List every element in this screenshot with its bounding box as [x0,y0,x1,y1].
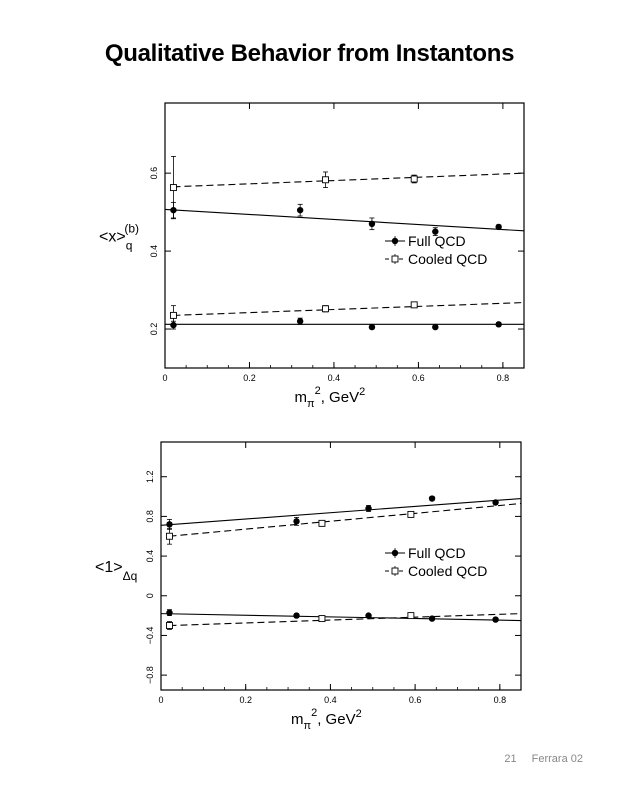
data-point [410,175,418,183]
data-point [322,176,329,184]
data-point [318,615,326,623]
data-point [492,499,499,506]
data-point [296,318,304,325]
x-axis-title: mπ2, GeV2 [291,707,362,732]
data-point [368,220,376,228]
series-1 [164,201,525,236]
slide-title: Qualitative Behavior from Instantons [104,40,515,67]
fit-line [173,301,525,316]
legend-label: Full QCD [408,233,466,249]
x-tick-label: 0.4 [324,695,337,705]
fit-line [173,172,525,188]
y-axis-title: <x>q(b) [99,222,139,253]
x-tick-label: 0.4 [328,373,341,383]
series-2 [166,502,522,545]
data-point [410,301,418,309]
y-tick-label: 0.4 [149,245,159,258]
fit-line [169,613,522,627]
data-point [166,609,173,616]
plot-frame [160,441,522,691]
y-tick-label: 0.4 [145,550,155,563]
x-tick-label: 0.8 [497,373,510,383]
data-point [169,184,177,192]
legend-label: Cooled QCD [408,563,487,579]
data-point [492,616,499,623]
legend-label: Full QCD [408,545,466,561]
x-tick-label: 0 [158,695,163,705]
data-point [428,495,436,502]
fit-line [164,208,525,232]
legend: Full QCD Cooled QCD [385,233,487,267]
x-tick-label: 0 [162,373,167,383]
fit-line [160,497,522,526]
fit-line [160,613,522,622]
legend-label: Cooled QCD [408,251,487,267]
y-tick-label: 0.2 [149,323,159,336]
data-point [365,505,372,512]
x-tick-label: 0.6 [412,373,425,383]
data-point [407,510,415,518]
data-point [495,321,502,328]
fit-line [169,502,522,537]
legend-marker [391,567,399,575]
slide-footer: 21 Ferrara 02 [504,753,583,765]
x-tick-label: 0.8 [494,695,507,705]
data-point [368,323,376,331]
chart-2: 0 0.2 0.4 0.6 0.8 −0.8 −0.4 0 0.4 0.8 1.2 Full QCD C… [95,441,522,732]
data-point [169,311,177,319]
x-axis-title: mπ2, GeV2 [295,385,366,410]
y-tick-label: 1.2 [145,470,155,483]
data-point [293,518,300,525]
data-point [166,521,173,528]
x-tick-label: 0.2 [243,373,256,383]
y-tick-label: −0.4 [145,627,155,645]
series-3 [160,609,522,623]
data-point [318,519,326,527]
series-1 [160,495,522,530]
chart-1: 0 0.2 0.4 0.6 0.8 0.2 0.4 0.6 Full QCD Cooled QCD… [99,102,525,410]
y-tick-label: 0 [145,593,155,598]
y-tick-label: 0.6 [149,167,159,180]
data-point [166,622,173,629]
series-2 [169,155,525,220]
data-point [407,612,415,620]
data-point [166,532,173,540]
x-tick-label: 0.6 [409,695,422,705]
data-point [296,206,304,214]
x-tick-label: 0.2 [239,695,252,705]
series-4 [169,301,525,326]
footer-label: Ferrara 02 [531,753,583,765]
y-tick-label: −0.8 [145,666,155,684]
data-point [293,612,300,619]
series-4 [166,612,522,630]
legend: Full QCD Cooled QCD [385,545,487,579]
legend-marker [391,237,399,245]
y-axis-title: <1>Δq [95,559,137,583]
series-3 [165,317,524,331]
legend-marker [391,549,399,557]
data-point [495,223,502,231]
page-number: 21 [504,753,517,765]
data-point [322,305,329,313]
plot-frame [164,102,525,369]
data-point [432,323,439,331]
y-tick-label: 0.8 [145,510,155,523]
legend-marker [391,255,399,263]
data-point [365,612,372,619]
data-point [432,228,439,235]
